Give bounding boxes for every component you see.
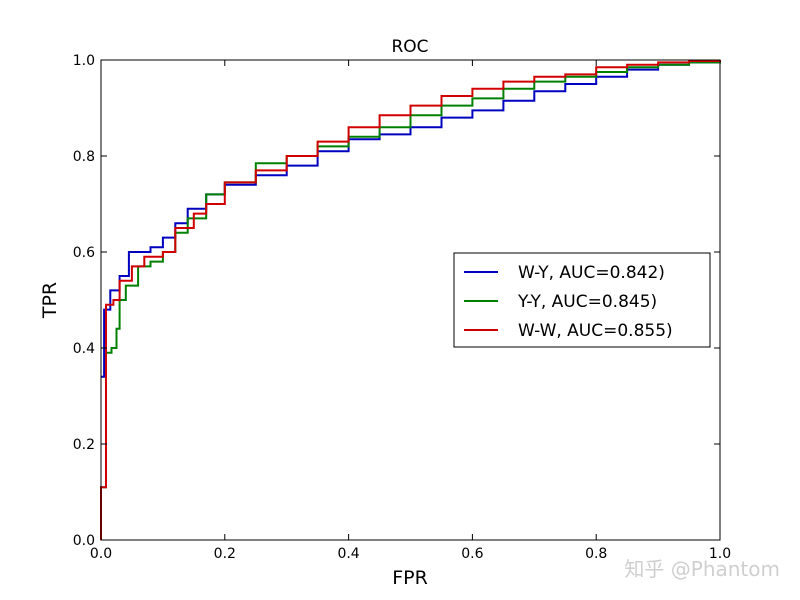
series-line-3: [100, 60, 721, 540]
axis-ticks: [100, 59, 721, 541]
y-tick-label: 0.6: [73, 245, 95, 261]
legend-entries: W-Y, AUC=0.842) Y-Y, AUC=0.845) W-W, AUC=0…: [464, 263, 673, 341]
chart-title: ROC: [391, 37, 428, 57]
legend: W-Y, AUC=0.842) Y-Y, AUC=0.845) W-W, AUC=0…: [453, 252, 711, 348]
x-tick-label: 1.0: [709, 546, 731, 562]
roc-curves: [100, 60, 721, 540]
plot-frame: [100, 59, 721, 541]
x-tick-labels: 0.0 0.2 0.4 0.6 0.8 1.0: [90, 546, 731, 562]
x-tick-label: 0.8: [585, 546, 607, 562]
y-tick-label: 0.8: [73, 149, 95, 165]
legend-label-1: W-Y, AUC=0.842): [518, 263, 665, 283]
watermark: 知乎 @Phantom: [624, 557, 780, 581]
y-tick-label: 1.0: [73, 53, 95, 69]
x-tick-label: 0.6: [461, 546, 483, 562]
legend-label-3: W-W, AUC=0.855): [518, 321, 673, 341]
x-axis-label: FPR: [392, 567, 428, 589]
x-tick-label: 0.4: [337, 546, 359, 562]
x-tick-label: 0.0: [90, 546, 112, 562]
y-tick-labels: 0.0 0.2 0.4 0.6 0.8 1.0: [73, 53, 95, 549]
y-tick-label: 0.4: [73, 341, 95, 357]
y-axis-label: TPR: [39, 282, 61, 319]
y-tick-label: 0.2: [73, 437, 95, 453]
legend-label-2: Y-Y, AUC=0.845): [517, 292, 657, 312]
x-tick-label: 0.2: [214, 546, 236, 562]
y-tick-label: 0.0: [73, 533, 95, 549]
